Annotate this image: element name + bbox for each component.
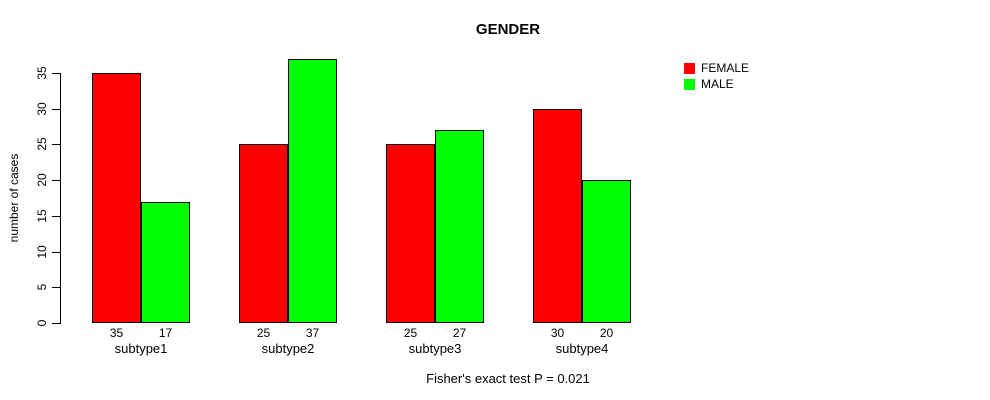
bar-value-label: 20	[599, 326, 614, 340]
y-axis-tick	[52, 323, 60, 324]
y-axis-tick	[52, 108, 60, 110]
y-axis-line	[60, 73, 61, 324]
bar-value-label: 27	[452, 326, 467, 340]
bar-value-label: 35	[109, 326, 124, 340]
y-axis-tick	[52, 251, 60, 253]
y-axis-tick-label: 10	[35, 244, 49, 259]
x-category-label: subtype3	[408, 341, 462, 356]
bar-male-subtype4	[582, 180, 631, 323]
y-axis-tick-label: 25	[35, 137, 49, 152]
legend: FEMALE MALE	[684, 61, 750, 95]
bar-female-subtype4	[533, 109, 582, 323]
legend-item-male: MALE	[684, 77, 749, 91]
bar-male-subtype3	[435, 130, 484, 323]
x-category-label: subtype4	[555, 341, 609, 356]
y-axis-tick-label: 20	[35, 173, 49, 187]
y-axis-tick-label: 0	[35, 319, 49, 327]
legend-label: MALE	[701, 77, 734, 91]
chart-title: GENDER	[475, 21, 541, 38]
bar-value-label: 17	[158, 326, 173, 340]
bar-female-subtype3	[386, 144, 435, 323]
bar-value-label: 37	[305, 326, 320, 340]
bar-female-subtype2	[239, 144, 288, 323]
y-axis-tick-label: 5	[35, 283, 49, 291]
y-axis-tick	[52, 73, 60, 74]
legend-swatch-male	[684, 79, 695, 90]
y-axis-tick	[52, 180, 60, 182]
bar-female-subtype1	[92, 73, 141, 323]
bar-value-label: 30	[550, 326, 565, 340]
y-axis-tick-label: 15	[35, 209, 49, 223]
y-axis-tick-label: 30	[35, 102, 49, 116]
y-axis-tick-label: 35	[35, 66, 49, 80]
y-axis-tick	[52, 215, 60, 217]
y-axis-tick	[52, 287, 60, 289]
footnote: Fisher's exact test P = 0.021	[426, 371, 590, 386]
legend-item-female: FEMALE	[684, 61, 750, 75]
bar-male-subtype1	[141, 202, 190, 323]
bar-male-subtype2	[288, 59, 337, 323]
bar-value-label: 25	[403, 326, 418, 340]
x-category-label: subtype1	[114, 341, 168, 356]
x-category-label: subtype2	[261, 341, 315, 356]
bar-value-label: 25	[256, 326, 271, 340]
y-axis-tick	[52, 144, 60, 146]
legend-label: FEMALE	[701, 61, 750, 75]
legend-swatch-female	[684, 63, 695, 74]
